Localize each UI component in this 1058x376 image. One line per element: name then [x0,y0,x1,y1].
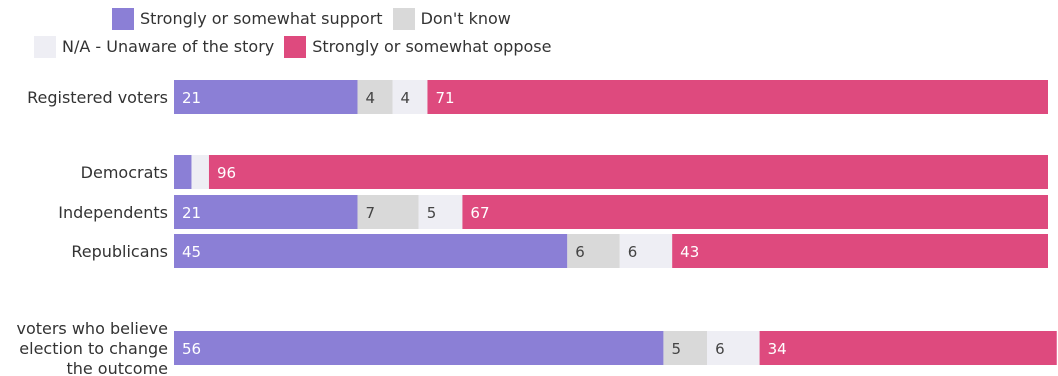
legend-label-support: Strongly or somewhat support [140,9,383,28]
value-label-republicans-don-t-know: 6 [575,243,585,261]
legend-swatch-dont-know [392,8,415,30]
bar-independents-strongly-or-somewhat-oppose [462,195,1048,229]
bar-democrats-strongly-or-somewhat-oppose [208,155,1048,189]
category-label-registered-voters: Registered voters [27,88,168,107]
value-label-independents-strongly-or-somewhat-support: 21 [182,204,201,222]
value-label-democrats-strongly-or-somewhat-oppose: 96 [217,164,236,182]
legend-label-dont-know: Don't know [420,9,511,28]
legend: Strongly or somewhat support Don't know … [0,0,1058,70]
legend-row-2: N/A - Unaware of the story Strongly or s… [34,36,561,58]
bar-independents-strongly-or-somewhat-support [174,195,358,229]
bar-registered-voters-strongly-or-somewhat-support [174,80,358,114]
value-label-voters-who-believe-election-to-change-the-outcome-don-t-know: 5 [671,340,681,358]
bar-republicans-don-t-know [567,234,620,268]
legend-item-oppose: Strongly or somewhat oppose [284,36,551,58]
category-label-democrats: Democrats [81,163,168,182]
category-label-independents: Independents [58,203,168,222]
legend-item-support: Strongly or somewhat support [112,8,383,30]
bar-republicans-n-a-unaware-of-the-story [619,234,673,268]
bar-independents-don-t-know [357,195,419,229]
bar-registered-voters-strongly-or-somewhat-oppose [427,80,1049,114]
legend-row-1: Strongly or somewhat support Don't know [112,8,521,30]
bar-registered-voters-n-a-unaware-of-the-story [392,80,428,114]
value-label-republicans-n-a-unaware-of-the-story: 6 [628,243,638,261]
category-label-republicans: Republicans [71,242,168,261]
legend-item-dont-know: Don't know [392,8,511,30]
value-label-voters-who-believe-election-to-change-the-outcome-n-a-unaware-of-the-story: 6 [715,340,725,358]
bar-democrats-strongly-or-somewhat-support [174,155,192,189]
value-label-independents-n-a-unaware-of-the-story: 5 [427,204,437,222]
bar-democrats-n-a-unaware-of-the-story [191,155,209,189]
bar-voters-who-believe-election-to-change-the-outcome-don-t-know [663,331,708,365]
legend-swatch-oppose [284,36,307,58]
legend-label-oppose: Strongly or somewhat oppose [312,37,552,56]
bar-republicans-strongly-or-somewhat-support [174,234,568,268]
bar-voters-who-believe-election-to-change-the-outcome-strongly-or-somewhat-support [174,331,664,365]
value-label-registered-voters-don-t-know: 4 [366,89,376,107]
bar-voters-who-believe-election-to-change-the-outcome-n-a-unaware-of-the-story [707,331,760,365]
legend-swatch-support [112,8,134,30]
legend-swatch-unaware [34,36,56,58]
legend-item-unaware: N/A - Unaware of the story [34,36,274,58]
value-label-republicans-strongly-or-somewhat-oppose: 43 [680,243,699,261]
value-label-independents-strongly-or-somewhat-oppose: 67 [470,204,489,222]
bar-independents-n-a-unaware-of-the-story [418,195,463,229]
category-label-voters-who-believe-election-to-change-the-outcome: voters who believe election to change the … [16,319,168,376]
value-label-voters-who-believe-election-to-change-the-outcome-strongly-or-somewhat-support: 56 [182,340,201,358]
value-label-independents-don-t-know: 7 [366,204,376,222]
bar-republicans-strongly-or-somewhat-oppose [672,234,1048,268]
bar-voters-who-believe-election-to-change-the-outcome-strongly-or-somewhat-oppose [759,331,1057,365]
value-label-registered-voters-strongly-or-somewhat-oppose: 71 [435,89,454,107]
value-label-registered-voters-strongly-or-somewhat-support: 21 [182,89,201,107]
bar-registered-voters-don-t-know [357,80,393,114]
value-label-registered-voters-n-a-unaware-of-the-story: 4 [401,89,411,107]
legend-label-unaware: N/A - Unaware of the story [62,37,275,56]
value-label-republicans-strongly-or-somewhat-support: 45 [182,243,201,261]
value-label-voters-who-believe-election-to-change-the-outcome-strongly-or-somewhat-oppose: 34 [768,340,787,358]
